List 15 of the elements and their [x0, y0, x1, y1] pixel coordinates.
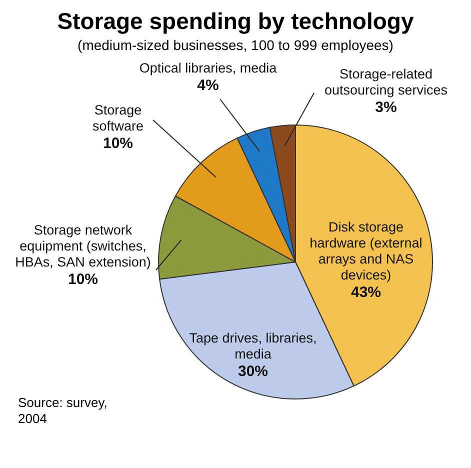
- data-label: 3%: [375, 99, 397, 116]
- data-label: 10%: [68, 271, 98, 288]
- slice-label: Optical libraries, media: [139, 60, 278, 76]
- chart-subtitle: (medium-sized businesses, 100 to 999 employees): [76, 37, 394, 53]
- data-label: 30%: [238, 363, 268, 380]
- slice-label: Disk storage hardware (external arrays and NAS devices): [310, 220, 422, 283]
- slice-label: Storage-related outsourcing services: [324, 66, 448, 98]
- data-label: 4%: [197, 77, 219, 94]
- slice-label: Storage network equipment (switches, HBAs, SAN extension): [15, 222, 151, 270]
- chart-title: Storage spending by technology: [56, 8, 415, 35]
- source-note: Source: survey, 2004: [18, 395, 108, 427]
- data-label: 43%: [350, 284, 382, 302]
- data-label: 10%: [102, 135, 134, 152]
- slice-label: Storage software: [92, 102, 144, 134]
- slice-label: Tape drives, libraries, media: [189, 330, 317, 362]
